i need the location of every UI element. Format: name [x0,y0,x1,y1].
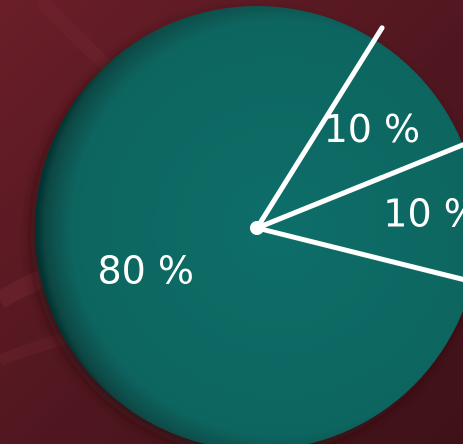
pie-center-dot [250,221,264,235]
slice-label: 10 % [324,107,421,151]
slice-divider [254,142,463,231]
slice-divider [254,25,385,231]
slice-label: 10 % [383,191,463,235]
slice-divider [254,225,463,282]
slice-label: 80 % [97,248,194,292]
pie-disc [35,6,463,444]
